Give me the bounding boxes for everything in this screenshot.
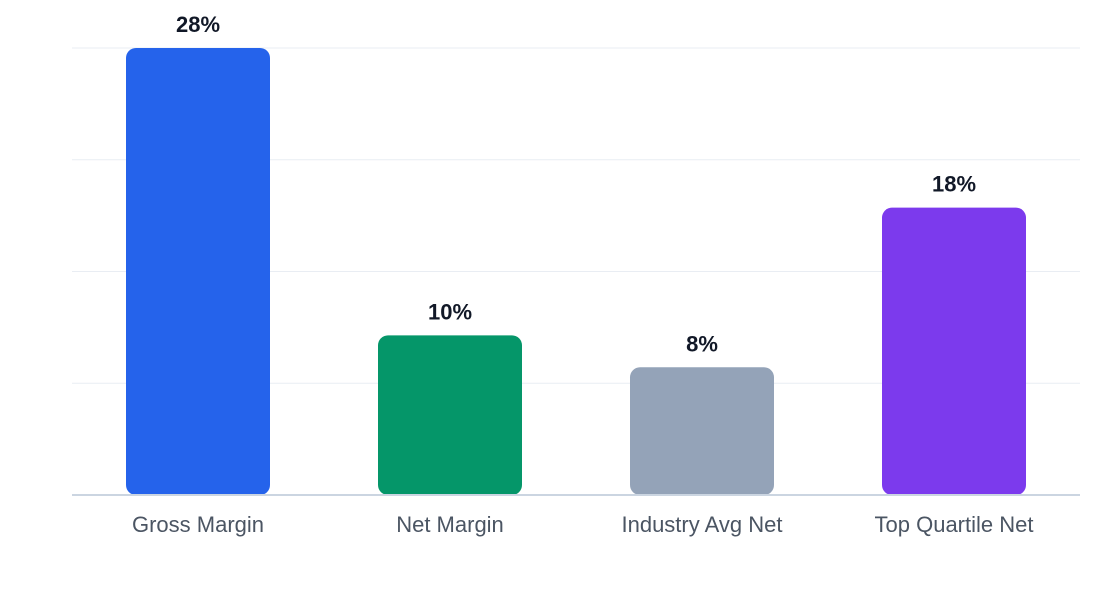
category-label: Net Margin: [396, 512, 504, 537]
category-label: Top Quartile Net: [875, 512, 1034, 537]
category-label: Gross Margin: [132, 512, 264, 537]
value-labels: 28% 10% 8% 18%: [176, 12, 976, 356]
value-label: 10%: [428, 299, 472, 324]
bar-industry-avg-net: [630, 367, 774, 495]
bar-net-margin: [378, 335, 522, 495]
value-label: 28%: [176, 12, 220, 37]
bar-top-quartile-net: [882, 207, 1026, 495]
bars: [126, 48, 1026, 495]
bar-gross-margin: [126, 48, 270, 495]
value-label: 8%: [686, 331, 718, 356]
category-labels: Gross Margin Net Margin Industry Avg Net To…: [132, 512, 1034, 537]
category-label: Industry Avg Net: [621, 512, 782, 537]
value-label: 18%: [932, 172, 976, 197]
